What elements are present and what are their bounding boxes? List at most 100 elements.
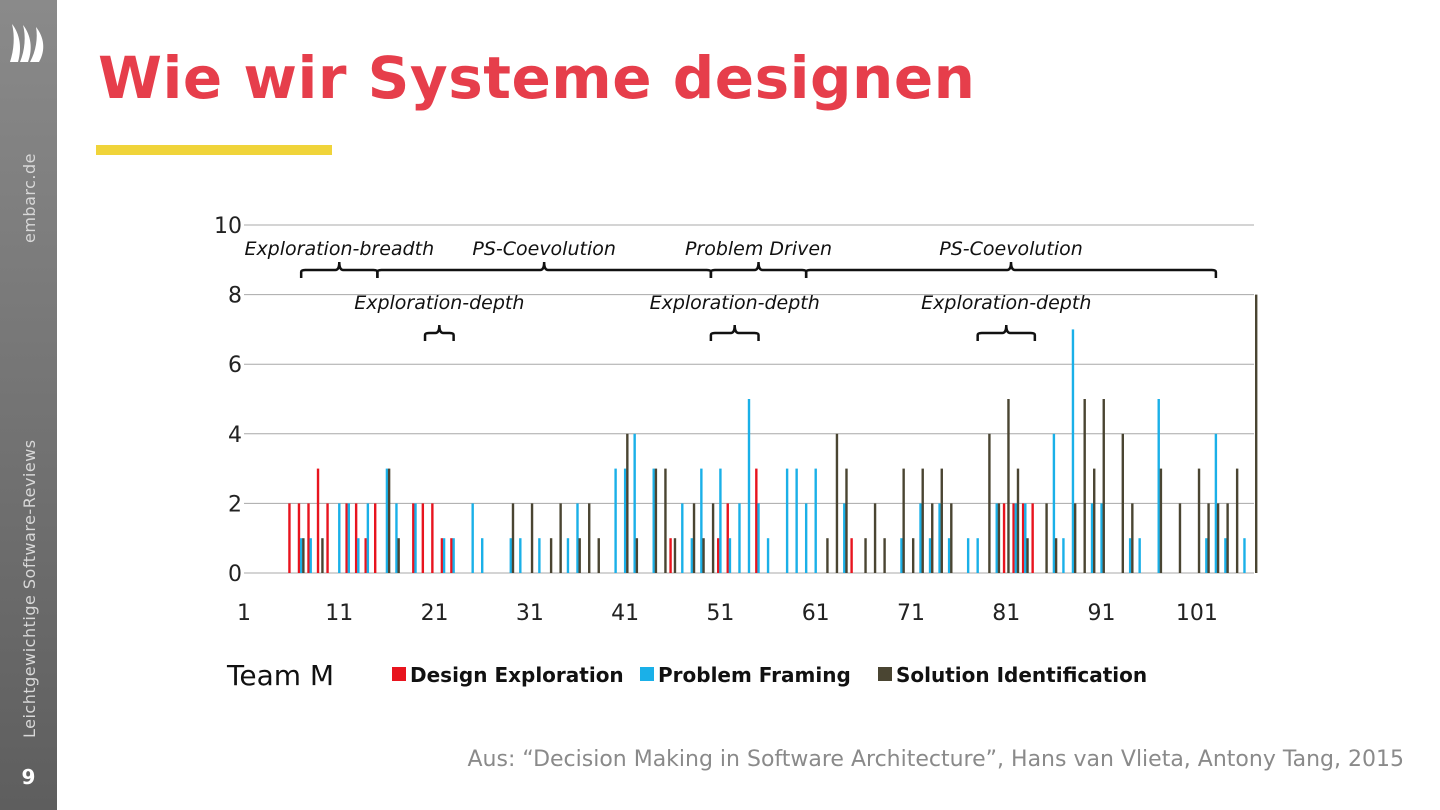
bar	[1255, 294, 1258, 573]
sidebar-site-label: embarc.de	[20, 153, 39, 243]
bar	[387, 468, 391, 573]
bar	[785, 468, 789, 573]
x-tick-label: 31	[516, 601, 544, 626]
bar	[728, 538, 732, 573]
bar	[1216, 503, 1220, 573]
bar	[988, 433, 991, 573]
phase-label: Problem Driven	[685, 238, 832, 260]
sub-phase-label: Exploration-depth	[354, 292, 524, 314]
embarc-logo-icon	[10, 24, 44, 62]
bar	[690, 538, 694, 573]
bar	[345, 503, 348, 573]
bar	[950, 503, 953, 573]
bar	[1207, 503, 1210, 573]
bar	[1090, 503, 1094, 573]
bar	[471, 503, 474, 573]
bar	[938, 503, 941, 573]
y-tick-label: 0	[228, 562, 242, 587]
phase-label: PS-Coevolution	[939, 238, 1083, 260]
bar	[309, 538, 312, 573]
bar	[997, 503, 1001, 573]
bar	[559, 503, 562, 573]
x-tick-label: 41	[611, 601, 639, 626]
sidebar: embarc.de Leichtgewichtige Software-Revi…	[0, 0, 57, 810]
x-tick-label: 101	[1176, 601, 1218, 626]
bar	[421, 503, 425, 573]
sidebar-topic-label: Leichtgewichtige Software-Reviews	[20, 439, 39, 738]
bar	[1002, 503, 1006, 573]
source-citation: Aus: “Decision Making in Software Archit…	[467, 747, 1404, 772]
bar	[1054, 538, 1058, 573]
y-tick-label: 4	[228, 423, 242, 448]
bar	[652, 468, 655, 573]
bar	[766, 538, 770, 573]
phase-brace	[804, 261, 1218, 278]
bar	[711, 503, 715, 573]
bar	[864, 538, 867, 573]
x-tick-label: 91	[1088, 601, 1116, 626]
bar	[450, 538, 453, 573]
bar	[1014, 503, 1017, 573]
bar	[850, 538, 853, 573]
bar	[395, 503, 398, 573]
bar	[633, 433, 636, 573]
x-tick-label: 71	[897, 601, 925, 626]
bar	[795, 468, 798, 573]
bar	[1052, 433, 1056, 573]
bar	[1131, 503, 1134, 573]
bar	[700, 468, 703, 573]
legend-label: Design Exploration	[410, 663, 624, 687]
bar	[373, 503, 377, 573]
sub-phase-brace	[423, 324, 455, 341]
bar	[814, 468, 817, 573]
bar	[576, 503, 579, 573]
bar	[692, 503, 696, 573]
legend-swatch	[640, 667, 654, 681]
bar	[440, 538, 444, 573]
slide-title: Wie wir Systeme designen	[98, 44, 976, 112]
bar	[364, 538, 367, 573]
bar	[566, 538, 570, 573]
bar	[1012, 503, 1015, 573]
bar	[1045, 503, 1048, 573]
bar	[928, 538, 932, 573]
bar	[412, 503, 415, 573]
bar	[664, 468, 667, 573]
bar	[1093, 468, 1096, 573]
bar	[1178, 503, 1182, 573]
bar	[530, 503, 534, 573]
bar	[1024, 503, 1027, 573]
bar	[442, 538, 446, 573]
bar	[826, 538, 829, 573]
bar	[1224, 538, 1227, 573]
bar	[1205, 538, 1208, 573]
bar	[1021, 503, 1025, 573]
bar	[1214, 433, 1218, 573]
sub-phase-label: Exploration-depth	[650, 292, 820, 314]
bar	[747, 399, 751, 573]
bar	[1128, 538, 1132, 573]
bar	[804, 503, 808, 573]
bar	[1073, 503, 1077, 573]
bar	[902, 468, 905, 573]
y-tick-label: 8	[228, 284, 242, 309]
bar	[1031, 503, 1034, 573]
bar	[919, 503, 922, 573]
x-tick-label: 21	[421, 601, 449, 626]
y-tick-label: 10	[214, 214, 242, 239]
phase-annotations: Exploration-breadth PS-Coevolution Problem…	[244, 238, 1218, 341]
bar	[397, 538, 400, 573]
bar	[717, 538, 720, 573]
chart-legend: Team M Design Exploration Problem Framing S…	[226, 659, 1147, 692]
bar	[911, 538, 915, 573]
phase-label: PS-Coevolution	[472, 238, 616, 260]
bar	[321, 538, 324, 573]
bar	[1083, 399, 1086, 573]
y-tick-label: 6	[228, 353, 242, 378]
bar	[654, 468, 658, 573]
bar	[1138, 538, 1141, 573]
phase-label: Exploration-breadth	[244, 238, 434, 260]
bar	[1100, 503, 1103, 573]
